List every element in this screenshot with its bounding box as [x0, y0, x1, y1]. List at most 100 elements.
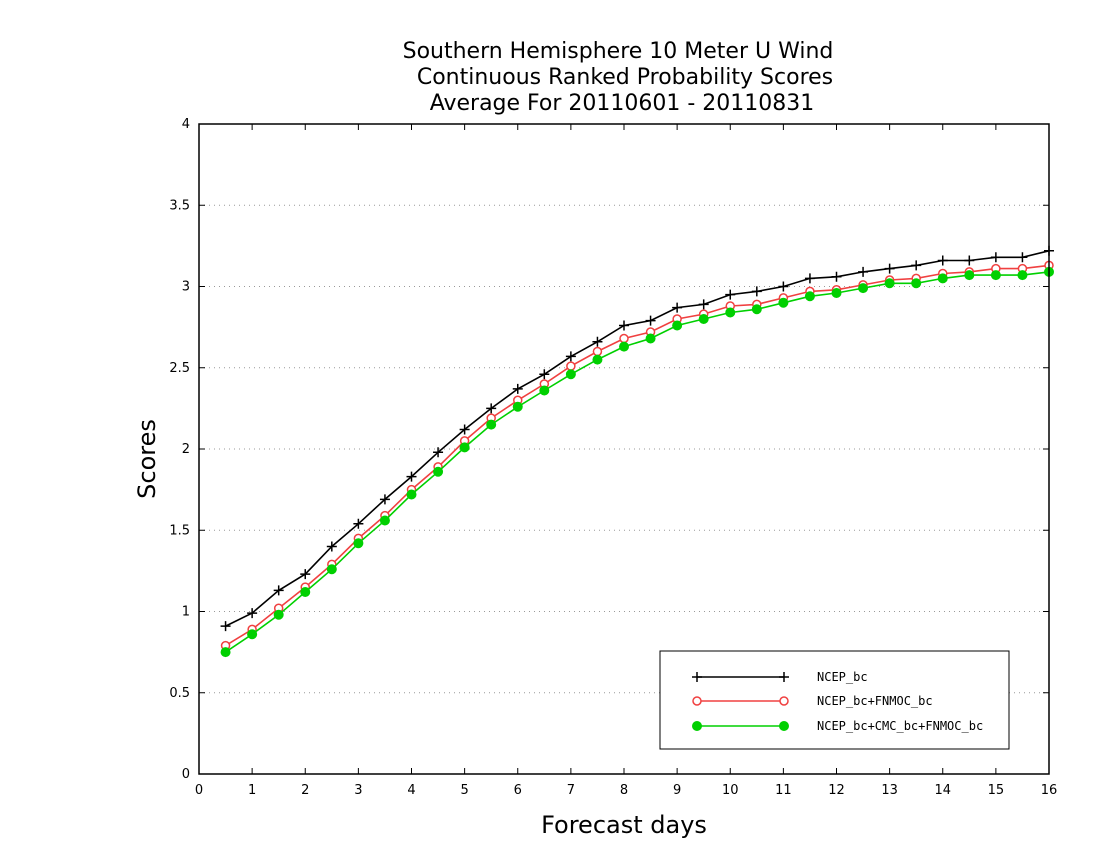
x-axis-title: Forecast days [541, 811, 707, 839]
data-point [220, 647, 231, 658]
series-layer [220, 245, 1054, 658]
chart-title-line-3: Average For 20110601 - 20110831 [430, 91, 815, 116]
data-point [725, 289, 736, 300]
x-tick-label: 9 [673, 783, 681, 798]
x-tick-label: 15 [988, 783, 1005, 798]
x-tick-label: 4 [407, 783, 415, 798]
x-tick-label: 7 [567, 783, 575, 798]
data-point [300, 569, 311, 580]
x-tick-label: 6 [514, 783, 522, 798]
data-point [1017, 270, 1028, 281]
legend: NCEP_bc NCEP_bc+FNMOC_bc NCEP_bc+CMC_bc+FN… [659, 650, 1010, 750]
x-tick-label: 12 [828, 783, 845, 798]
x-tick-label: 11 [775, 783, 792, 798]
legend-entry: NCEP_bc [692, 670, 868, 684]
data-point [566, 361, 576, 371]
data-point [247, 629, 258, 640]
data-point [937, 255, 948, 266]
data-point [220, 621, 231, 632]
chart-title-line-2: Continuous Ranked Probability Scores [417, 65, 833, 90]
data-point [539, 385, 550, 396]
data-point [990, 252, 1001, 263]
data-point [592, 336, 603, 347]
legend-entry: NCEP_bc+CMC_bc+FNMOC_bc [692, 719, 983, 733]
data-point [751, 304, 762, 315]
x-axis-ticks: 0 1 2 3 4 5 6 7 8 9 10 11 12 13 14 15 16 [195, 124, 1057, 798]
data-point [858, 283, 869, 294]
y-tick-label: 3.5 [169, 198, 190, 213]
x-tick-label: 5 [460, 783, 468, 798]
y-tick-label: 1.5 [169, 523, 190, 538]
data-point [751, 286, 762, 297]
legend-label: NCEP_bc+CMC_bc+FNMOC_bc [817, 719, 983, 733]
legend-label: NCEP_bc [817, 670, 868, 684]
chart-title: Southern Hemisphere 10 Meter U Wind Cont… [403, 39, 834, 116]
gridlines [199, 204, 1049, 694]
data-point [406, 471, 417, 482]
data-point [539, 369, 550, 380]
data-point [964, 255, 975, 266]
chart-title-line-1: Southern Hemisphere 10 Meter U Wind [403, 39, 834, 64]
data-point [592, 354, 603, 365]
data-point [459, 442, 470, 453]
legend-entry: NCEP_bc+FNMOC_bc [692, 694, 933, 708]
data-point [565, 351, 576, 362]
data-point [725, 307, 736, 318]
y-tick-label: 3 [182, 280, 190, 295]
x-tick-label: 10 [722, 783, 739, 798]
data-point [326, 541, 337, 552]
data-point [459, 424, 470, 435]
data-point [300, 587, 311, 597]
data-point [831, 271, 842, 282]
data-point [619, 320, 629, 331]
data-point [884, 263, 895, 274]
data-point [353, 518, 364, 529]
data-point [698, 299, 709, 310]
data-point [645, 333, 656, 344]
data-point [672, 320, 683, 331]
x-tick-label: 14 [934, 783, 951, 798]
data-point [247, 608, 258, 619]
data-point [619, 341, 629, 352]
data-point [645, 315, 656, 326]
data-point [512, 401, 523, 412]
legend-marker [692, 721, 702, 731]
x-tick-label: 16 [1041, 783, 1058, 798]
data-point [486, 403, 497, 414]
data-point [990, 270, 1001, 281]
legend-marker [692, 672, 702, 682]
x-tick-label: 2 [301, 783, 309, 798]
y-tick-label: 0.5 [169, 686, 190, 701]
legend-label: NCEP_bc+FNMOC_bc [817, 694, 933, 708]
series-3 [220, 266, 1054, 658]
data-point [858, 266, 869, 277]
y-axis-ticks: 0 0.5 1 1.5 2 2.5 3 3.5 4 [169, 117, 1049, 782]
data-point [937, 273, 948, 284]
y-tick-label: 1 [182, 605, 190, 620]
y-tick-label: 2 [182, 442, 190, 457]
y-tick-label: 0 [182, 767, 190, 782]
data-point [273, 585, 284, 596]
data-point [1017, 252, 1028, 263]
y-tick-label: 2.5 [169, 361, 190, 376]
x-tick-label: 13 [881, 783, 898, 798]
data-point [379, 515, 390, 526]
data-point [353, 538, 364, 549]
data-point [964, 270, 975, 281]
legend-marker [779, 696, 789, 706]
x-tick-label: 0 [195, 783, 203, 798]
data-point [619, 333, 629, 344]
data-point [804, 291, 815, 302]
series-line [225, 271, 1050, 653]
data-point [884, 278, 895, 289]
series-2 [220, 260, 1054, 651]
data-point [911, 278, 922, 289]
series-1 [220, 245, 1054, 632]
data-point [379, 494, 390, 505]
y-axis-title: Scores [133, 419, 161, 499]
data-point [592, 346, 603, 357]
data-point [778, 297, 789, 308]
series-line [225, 250, 1050, 627]
data-point [406, 489, 417, 500]
